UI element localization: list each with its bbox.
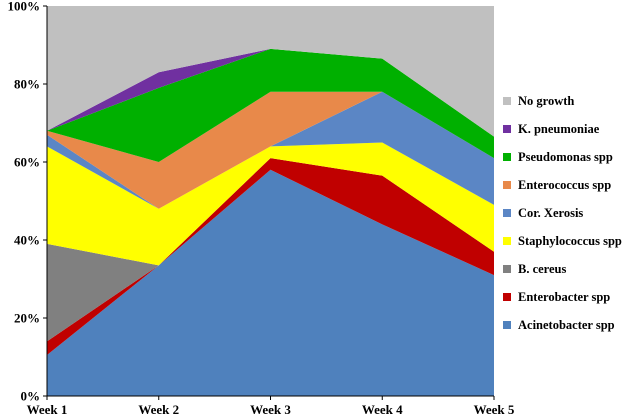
legend-label-cor-xerosis: Cor. Xerosis [518, 206, 583, 220]
legend-label-enterobacter-spp: Enterobacter spp [518, 290, 610, 304]
area-enterobacter-spp [47, 158, 494, 356]
area-pseudomonas-spp [47, 48, 494, 162]
areas-layer [47, 6, 494, 396]
y-tick-label: 0% [21, 389, 41, 404]
x-tick-label: Week 3 [250, 402, 291, 417]
y-tick-label: 80% [14, 77, 40, 92]
legend-swatch-no-growth [503, 97, 511, 105]
x-tick-label: Week 4 [362, 402, 403, 417]
legend-label-acinetobacter-spp: Acinetobacter spp [518, 318, 615, 332]
legend: No growth K. pneumoniae Pseudomonas spp Ent… [503, 94, 622, 332]
legend-swatch-k-pneumoniae [503, 125, 511, 133]
legend-label-no-growth: No growth [518, 94, 574, 108]
x-tick-label: Week 1 [27, 402, 68, 417]
area-enterococcus-spp [47, 91, 494, 209]
y-tick-label: 40% [14, 233, 40, 248]
area-k-pneumoniae [47, 48, 494, 137]
legend-label-b-cereus: B. cereus [518, 262, 567, 276]
legend-label-staphylococcus-spp: Staphylococcus spp [518, 234, 622, 248]
area-cor-xerosis [47, 91, 494, 209]
area-no-growth [47, 6, 494, 137]
x-tick-label: Week 5 [474, 402, 515, 417]
area-staphylococcus-spp [47, 142, 494, 266]
legend-swatch-cor-xerosis [503, 209, 511, 217]
legend-swatch-acinetobacter-spp [503, 321, 511, 329]
area-acinetobacter-spp [47, 169, 494, 396]
legend-swatch-pseudomonas-spp [503, 153, 511, 161]
legend-label-k-pneumoniae: K. pneumoniae [518, 122, 600, 136]
y-tick-label: 60% [14, 155, 40, 170]
axes-layer: 0% 20% 40% 60% 80% 100% Week 1 Week 2 Week 3 Week… [8, 0, 515, 417]
x-tick-label: Week 2 [138, 402, 179, 417]
legend-swatch-enterococcus-spp [503, 181, 511, 189]
legend-label-pseudomonas-spp: Pseudomonas spp [518, 150, 613, 164]
legend-swatch-enterobacter-spp [503, 293, 511, 301]
y-tick-label: 20% [14, 311, 40, 326]
legend-swatch-staphylococcus-spp [503, 237, 511, 245]
y-tick-label: 100% [8, 0, 41, 14]
legend-swatch-b-cereus [503, 265, 511, 273]
legend-label-enterococcus-spp: Enterococcus spp [518, 178, 611, 192]
